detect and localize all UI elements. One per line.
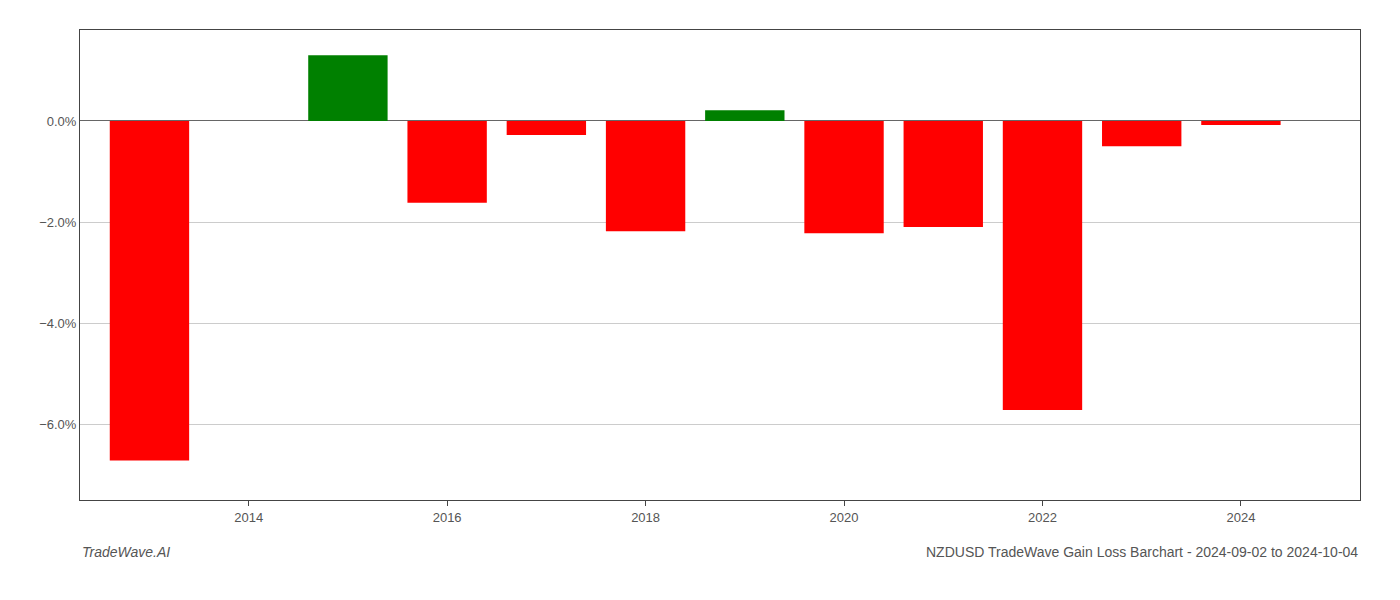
svg-text:2018: 2018: [631, 510, 660, 525]
svg-text:−2.0%: −2.0%: [39, 215, 77, 230]
svg-text:2014: 2014: [234, 510, 263, 525]
svg-text:0.0%: 0.0%: [47, 114, 77, 129]
svg-text:2020: 2020: [830, 510, 859, 525]
svg-text:2024: 2024: [1226, 510, 1255, 525]
svg-text:−6.0%: −6.0%: [39, 417, 77, 432]
svg-text:−4.0%: −4.0%: [39, 316, 77, 331]
svg-text:NZDUSD TradeWave Gain Loss Bar: NZDUSD TradeWave Gain Loss Barchart - 20…: [926, 544, 1358, 560]
svg-text:TradeWave.AI: TradeWave.AI: [82, 544, 170, 560]
svg-text:2016: 2016: [433, 510, 462, 525]
svg-text:2022: 2022: [1028, 510, 1057, 525]
